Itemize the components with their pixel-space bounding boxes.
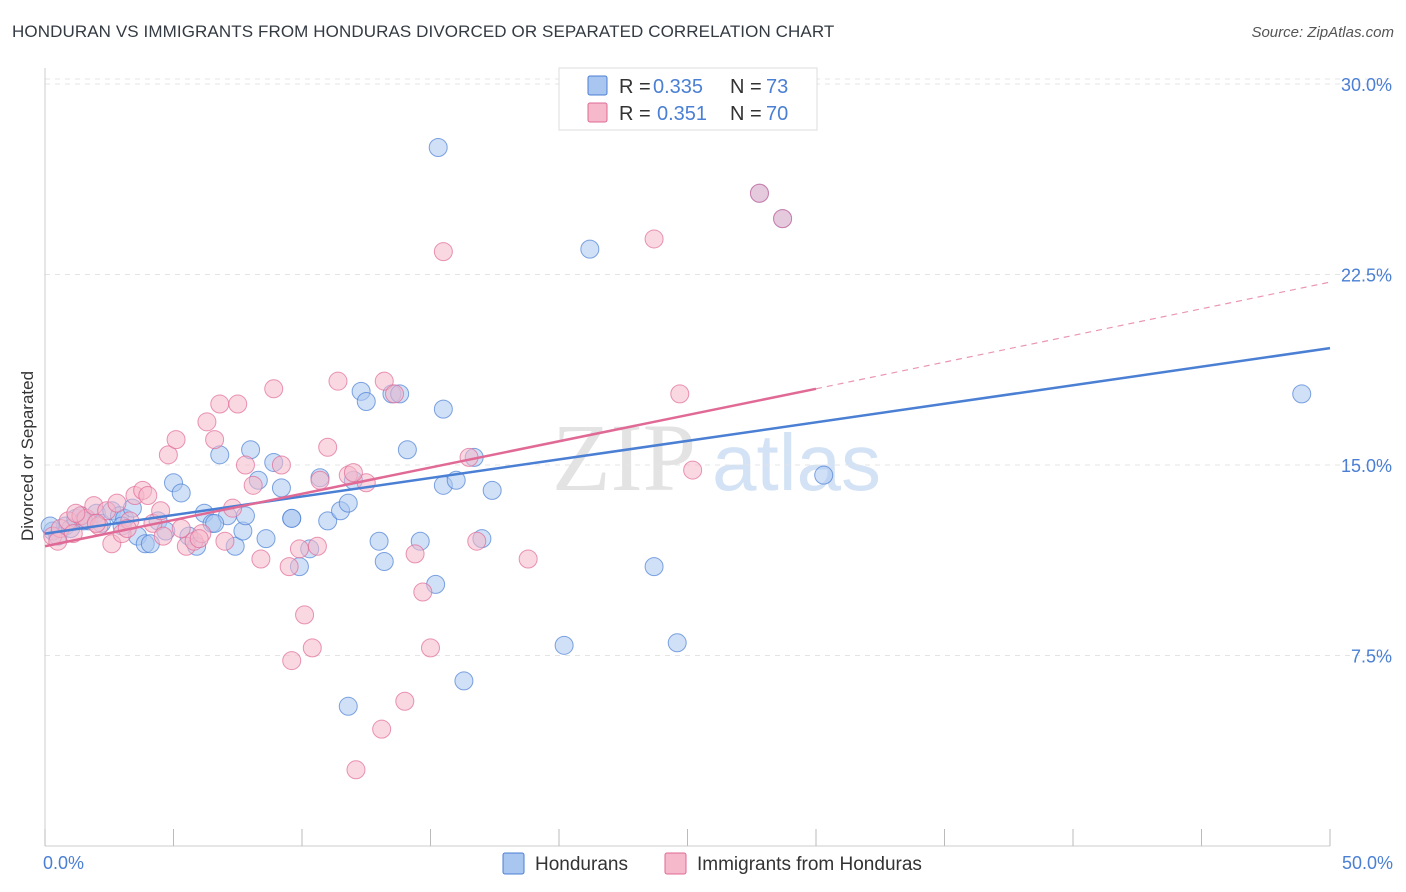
point-immigrants bbox=[307, 536, 327, 556]
point-immigrants bbox=[197, 412, 217, 432]
point-hondurans bbox=[318, 511, 338, 531]
point-immigrants bbox=[282, 651, 302, 671]
chart-title: HONDURAN VS IMMIGRANTS FROM HONDURAS DIV… bbox=[12, 22, 835, 41]
point-hondurans bbox=[580, 239, 600, 259]
point-immigrants bbox=[235, 455, 255, 475]
point-hondurans bbox=[1292, 384, 1312, 404]
point-immigrants bbox=[310, 470, 330, 490]
point-hondurans bbox=[271, 478, 291, 498]
point-immigrants bbox=[153, 526, 173, 546]
axes bbox=[44, 68, 1331, 847]
point-immigrants bbox=[433, 242, 453, 262]
point-immigrants bbox=[518, 549, 538, 569]
legend-n-label-1: N = bbox=[730, 76, 762, 98]
point-immigrants bbox=[395, 691, 415, 711]
point-immigrants bbox=[318, 437, 338, 457]
point-immigrants bbox=[343, 463, 363, 483]
point-immigrants bbox=[372, 719, 392, 739]
point-immigrants bbox=[215, 531, 235, 551]
point-hondurans bbox=[554, 635, 574, 655]
watermark-atlas: atlas bbox=[712, 418, 881, 507]
point-immigrants bbox=[264, 379, 284, 399]
point-hondurans bbox=[397, 440, 417, 460]
trend-line-immigrants-extension bbox=[815, 281, 1331, 390]
tick-labels: 7.5% 15.0% 22.5% 30.0% 0.0% 50.0% bbox=[43, 75, 1393, 873]
y-tick-label: 22.5% bbox=[1341, 266, 1392, 286]
point-immigrants bbox=[644, 229, 664, 249]
point-immigrants bbox=[385, 384, 405, 404]
point-immigrants bbox=[279, 557, 299, 577]
point-immigrants bbox=[138, 485, 158, 505]
point-hondurans bbox=[374, 552, 394, 572]
point-immigrants bbox=[346, 760, 366, 780]
trend-lines bbox=[44, 281, 1331, 548]
point-immigrants bbox=[251, 549, 271, 569]
legend-r-value-1: 0.335 bbox=[653, 76, 703, 98]
point-hondurans bbox=[338, 696, 358, 716]
point-immigrants bbox=[210, 394, 230, 414]
legend-n-value-1: 73 bbox=[766, 76, 788, 98]
y-tick-label: 30.0% bbox=[1341, 75, 1392, 95]
point-immigrants bbox=[683, 460, 703, 480]
point-hondurans bbox=[482, 480, 502, 500]
y-tick-label: 7.5% bbox=[1351, 647, 1392, 667]
x-tick-label: 0.0% bbox=[43, 853, 84, 873]
point-hondurans bbox=[282, 508, 302, 528]
point-immigrants bbox=[374, 371, 394, 391]
point-immigrants bbox=[271, 455, 291, 475]
point-hondurans bbox=[667, 633, 687, 653]
point-hondurans bbox=[256, 529, 276, 549]
point-immigrants bbox=[302, 638, 322, 658]
bottom-legend-label-immigrants: Immigrants from Honduras bbox=[697, 854, 922, 875]
bottom-legend-swatch-hondurans bbox=[502, 852, 525, 875]
point-hondurans bbox=[171, 483, 191, 503]
point-hondurans bbox=[814, 465, 834, 485]
point-hondurans bbox=[205, 513, 225, 533]
point-hondurans bbox=[338, 493, 358, 513]
legend-swatch-immigrants bbox=[587, 102, 608, 123]
point-hondurans bbox=[454, 671, 474, 691]
point-immigrants bbox=[189, 529, 209, 549]
point-immigrants bbox=[670, 384, 690, 404]
point-hondurans bbox=[644, 557, 664, 577]
point-hondurans bbox=[369, 531, 389, 551]
point-hondurans bbox=[428, 138, 448, 157]
point-immigrants bbox=[749, 183, 769, 203]
point-immigrants bbox=[421, 638, 440, 658]
series-legend: Hondurans Immigrants from Honduras bbox=[502, 852, 922, 875]
point-immigrants bbox=[228, 394, 248, 414]
bottom-legend-swatch-immigrants bbox=[664, 852, 687, 875]
point-immigrants bbox=[413, 582, 433, 602]
y-tick-label: 15.0% bbox=[1341, 456, 1392, 476]
point-hondurans bbox=[433, 399, 453, 419]
legend-swatch-hondurans bbox=[587, 75, 608, 96]
bottom-legend-label-hondurans: Hondurans bbox=[535, 854, 628, 875]
point-immigrants bbox=[405, 544, 425, 564]
point-immigrants bbox=[205, 430, 225, 450]
legend-r-value-2: 0.351 bbox=[657, 103, 707, 125]
point-immigrants bbox=[289, 539, 309, 559]
legend-r-label-1: R = bbox=[619, 76, 651, 98]
point-immigrants bbox=[66, 503, 86, 523]
point-immigrants bbox=[328, 371, 348, 391]
legend-n-label-2: N = bbox=[730, 103, 762, 125]
y-axis-title: Divorced or Separated bbox=[18, 371, 37, 541]
point-immigrants bbox=[467, 531, 487, 551]
point-immigrants bbox=[107, 493, 127, 513]
point-immigrants bbox=[773, 209, 793, 229]
point-hondurans bbox=[356, 392, 376, 411]
point-immigrants bbox=[158, 445, 178, 465]
trend-line-immigrants bbox=[44, 387, 817, 548]
point-immigrants bbox=[86, 513, 106, 533]
point-immigrants bbox=[243, 475, 263, 495]
legend-r-label-2: R = bbox=[619, 103, 651, 125]
stats-legend: R = 0.335 N = 73 R = 0.351 N = 70 bbox=[558, 67, 818, 131]
legend-n-value-2: 70 bbox=[766, 103, 788, 125]
point-immigrants bbox=[166, 430, 186, 450]
x-tick-label: 50.0% bbox=[1342, 853, 1393, 873]
source-attribution: Source: ZipAtlas.com bbox=[1251, 24, 1394, 41]
point-immigrants bbox=[295, 605, 315, 625]
